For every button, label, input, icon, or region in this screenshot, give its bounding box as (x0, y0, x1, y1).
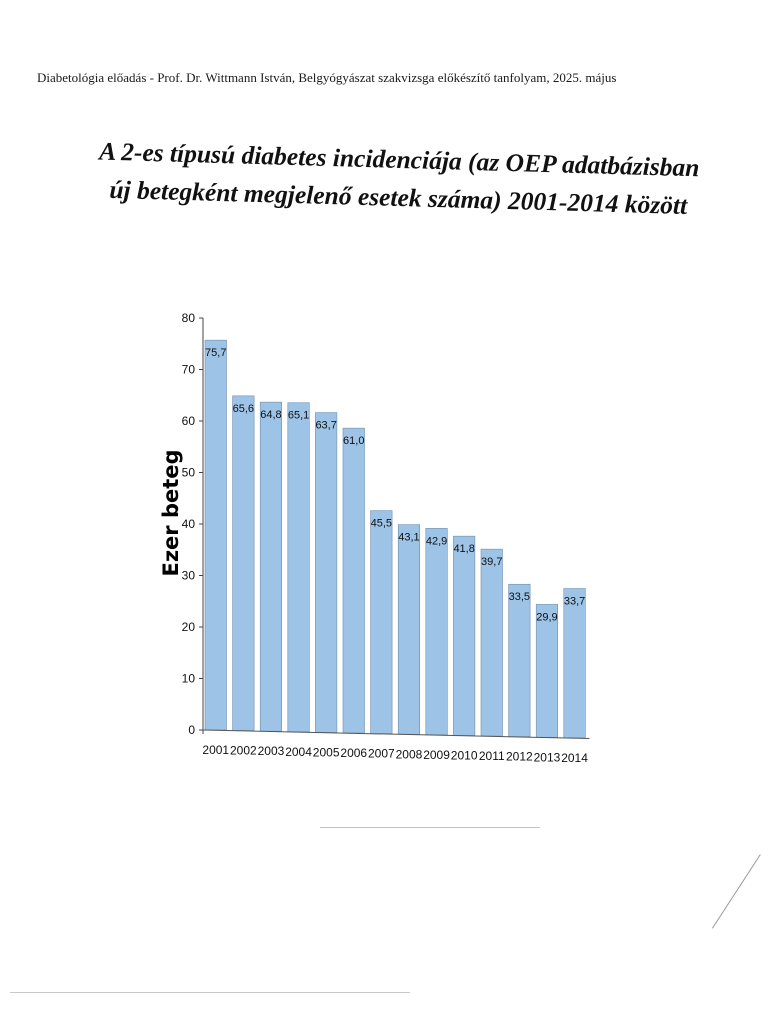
bars: 75,7 65,6 64,8 65,1 63,7 61,0 45,5 43,1 42,9 41,8… (204, 339, 586, 739)
bar (287, 402, 310, 733)
x-tick-label: 2005 (313, 745, 340, 759)
data-label: 41,8 (453, 543, 474, 555)
y-tick-label: 50 (182, 466, 196, 480)
bar (370, 510, 393, 734)
data-label: 65,1 (288, 410, 309, 422)
data-label: 39,7 (481, 556, 502, 568)
bar (425, 528, 448, 736)
x-tick-label: 2011 (479, 749, 505, 763)
bar (342, 427, 365, 734)
bar (563, 588, 586, 739)
bar (480, 548, 503, 737)
scan-edge-line (10, 992, 410, 993)
bar (535, 604, 559, 738)
bar (259, 401, 283, 732)
x-tick-label: 2007 (368, 747, 395, 761)
data-label: 75,7 (205, 347, 226, 359)
x-tick-label: 2001 (202, 743, 229, 757)
x-tick-label: 2008 (396, 747, 423, 761)
y-tick-label: 70 (182, 363, 196, 377)
data-label: 42,9 (426, 535, 447, 547)
x-tick-label: 2004 (285, 745, 312, 759)
bar (232, 395, 255, 731)
data-label: 45,5 (371, 518, 392, 530)
x-tick-label: 2013 (534, 750, 561, 764)
y-tick-label: 20 (182, 620, 196, 634)
y-axis: 0 10 20 30 40 50 60 70 80 (182, 311, 204, 737)
data-label: 33,5 (509, 591, 530, 603)
bar (508, 583, 531, 737)
bar (315, 412, 338, 733)
y-tick-label: 0 (188, 723, 195, 737)
data-label: 61,0 (343, 435, 364, 447)
y-tick-label: 80 (182, 311, 196, 325)
x-axis-line (202, 729, 590, 740)
data-label: 43,1 (398, 532, 419, 544)
data-label: 63,7 (315, 420, 336, 432)
x-tick-label: 2010 (451, 748, 478, 762)
bar (397, 524, 421, 735)
x-tick-label: 2006 (340, 746, 367, 760)
x-tick-label: 2003 (258, 744, 285, 758)
bar (204, 339, 227, 731)
data-label: 33,7 (564, 596, 585, 608)
x-tick-label: 2012 (506, 750, 533, 764)
x-axis: 2001 2002 2003 2004 2005 2006 2007 2008 2009 2010… (202, 729, 590, 765)
data-label: 65,6 (233, 403, 254, 415)
y-axis-label: Ezer beteg (159, 449, 183, 576)
x-tick-label: 2009 (423, 748, 450, 762)
scan-divider (320, 827, 540, 828)
y-tick-label: 10 (182, 672, 196, 686)
slide-header: Diabetológia előadás - Prof. Dr. Wittman… (37, 70, 617, 85)
data-label: 64,8 (260, 409, 281, 421)
y-tick-label: 40 (182, 517, 196, 531)
x-tick-label: 2014 (561, 751, 588, 765)
data-label: 29,9 (536, 611, 557, 623)
y-tick-label: 30 (182, 569, 196, 583)
x-tick-label: 2002 (230, 744, 257, 758)
y-tick-label: 60 (182, 414, 196, 428)
bar (453, 535, 476, 736)
